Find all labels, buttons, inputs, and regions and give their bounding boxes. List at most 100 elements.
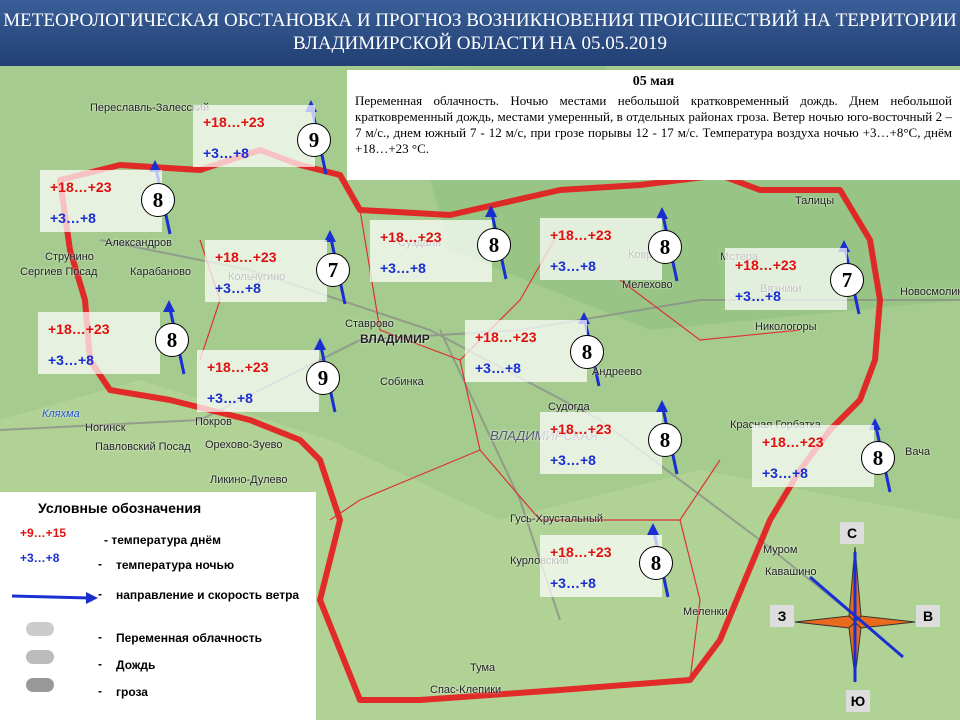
town-label: Спас-Клепики xyxy=(430,684,502,696)
town-label: Кляхма xyxy=(42,408,80,420)
wind-arrowhead xyxy=(314,338,326,350)
wind-speed: 9 xyxy=(306,361,340,395)
station-box: +18…+23 +3…+8 xyxy=(540,218,662,280)
wind-speed: 8 xyxy=(570,335,604,369)
legend-weather-icon xyxy=(26,678,54,692)
station-box: +18…+23 +3…+8 xyxy=(540,535,662,597)
wind-arrowhead xyxy=(656,207,668,219)
legend-sample: +3…+8 xyxy=(20,551,60,565)
wind-arrowhead xyxy=(647,523,659,535)
wind-speed: 7 xyxy=(316,253,350,287)
night-temperature: +3…+8 xyxy=(50,210,96,226)
wind-speed: 7 xyxy=(830,263,864,297)
night-temperature: +3…+8 xyxy=(207,390,253,406)
compass xyxy=(794,546,916,682)
town-label: Вача xyxy=(905,446,931,458)
day-temperature: +18…+23 xyxy=(735,257,797,273)
day-temperature: +18…+23 xyxy=(475,329,537,345)
wind-speed: 8 xyxy=(141,183,175,217)
wind-speed: 8 xyxy=(155,323,189,357)
town-label: Карабаново xyxy=(130,266,191,278)
wind-speed: 8 xyxy=(648,230,682,264)
night-temperature: +3…+8 xyxy=(762,465,808,481)
legend-text: Переменная облачность xyxy=(116,631,262,645)
forecast-date: 05 мая xyxy=(632,74,675,89)
day-temperature: +18…+23 xyxy=(50,179,112,195)
town-label: Кавашино xyxy=(765,566,817,578)
legend-weather-icon xyxy=(26,622,54,636)
town-label: Судогда xyxy=(548,401,590,413)
legend-text: направление и скорость ветра xyxy=(116,588,300,602)
wind-arrowhead xyxy=(656,400,668,412)
town-label: Новосмолинск xyxy=(900,286,960,298)
night-temperature: +3…+8 xyxy=(550,452,596,468)
legend-wind-arrow xyxy=(11,592,98,604)
wind-arrowhead xyxy=(485,205,497,217)
night-temperature: +3…+8 xyxy=(48,352,94,368)
night-temperature: +3…+8 xyxy=(475,360,521,376)
town-label: Ставрово xyxy=(345,318,394,330)
header-subtitle: ВЛАДИМИРСКОЙ ОБЛАСТИ НА 05.05.2019 xyxy=(293,33,667,54)
legend-dash: - xyxy=(98,587,102,601)
legend-sample: +9…+15 xyxy=(20,526,67,540)
town-label: Талицы xyxy=(795,195,835,207)
station-box: +18…+23 +3…+8 xyxy=(38,312,160,374)
station-box: +18…+23 +3…+8 xyxy=(193,105,315,167)
town-label: Андреево xyxy=(592,366,643,378)
wind-arrowhead xyxy=(163,300,175,312)
town-label: Ликино-Дулево xyxy=(210,474,288,486)
town-label: Никологоры xyxy=(755,321,817,333)
night-temperature: +3…+8 xyxy=(215,280,261,296)
town-label: Мелехово xyxy=(622,279,673,291)
town-label: Сергиев Посад xyxy=(20,266,98,278)
wind-speed: 8 xyxy=(861,441,895,475)
compass-label: З xyxy=(770,605,794,627)
town-label: ВЛАДИМИР xyxy=(360,332,430,346)
station-box: +18…+23 +3…+8 xyxy=(752,425,874,487)
town-label: Александров xyxy=(105,237,172,249)
legend-text: Дождь xyxy=(116,658,156,672)
night-temperature: +3…+8 xyxy=(550,575,596,591)
town-label: Тума xyxy=(470,662,496,674)
town-label: Струнино xyxy=(45,251,94,263)
wind-arrowhead xyxy=(149,160,161,172)
header-title: МЕТЕОРОЛОГИЧЕСКАЯ ОБСТАНОВКА И ПРОГНОЗ В… xyxy=(3,10,957,31)
town-label: Павловский Посад xyxy=(95,441,191,453)
forecast-text: Переменная облачность. Ночью местами неб… xyxy=(355,93,952,156)
day-temperature: +18…+23 xyxy=(203,114,265,130)
town-label: Собинка xyxy=(380,376,424,388)
legend-dash: - xyxy=(98,657,102,671)
town-label: Меленки xyxy=(683,606,728,618)
day-temperature: +18…+23 xyxy=(762,434,824,450)
wind-speed: 9 xyxy=(297,123,331,157)
legend-weather-icon xyxy=(26,650,54,664)
day-temperature: +18…+23 xyxy=(550,227,612,243)
legend-dash: - xyxy=(98,557,102,571)
day-temperature: +18…+23 xyxy=(550,421,612,437)
day-temperature: +18…+23 xyxy=(215,249,277,265)
legend-text: гроза xyxy=(116,685,148,699)
wind-arrowhead xyxy=(324,230,336,242)
legend-text: - температура днём xyxy=(104,533,221,547)
compass-label: В xyxy=(916,605,940,627)
night-temperature: +3…+8 xyxy=(735,288,781,304)
day-temperature: +18…+23 xyxy=(48,321,110,337)
station-box: +18…+23 +3…+8 xyxy=(465,320,587,382)
night-temperature: +3…+8 xyxy=(550,258,596,274)
station-box: +18…+23 +3…+8 xyxy=(540,412,662,474)
compass-label: С xyxy=(840,522,864,544)
legend-dash: - xyxy=(98,630,102,644)
station-box: +18…+23 +3…+8 xyxy=(370,220,492,282)
town-label: Переславль-Залесский xyxy=(90,102,210,114)
legend-title: Условные обозначения xyxy=(38,500,202,516)
town-label: Гусь-Хрустальный xyxy=(510,513,604,525)
day-temperature: +18…+23 xyxy=(380,229,442,245)
town-label: Ногинск xyxy=(85,422,126,434)
day-temperature: +18…+23 xyxy=(207,359,269,375)
station-box: +18…+23 +3…+8 xyxy=(197,350,319,412)
wind-speed: 8 xyxy=(477,228,511,262)
header: МЕТЕОРОЛОГИЧЕСКАЯ ОБСТАНОВКА И ПРОГНОЗ В… xyxy=(0,0,960,66)
legend-text: температура ночью xyxy=(116,558,235,572)
wind-speed: 8 xyxy=(639,546,673,580)
